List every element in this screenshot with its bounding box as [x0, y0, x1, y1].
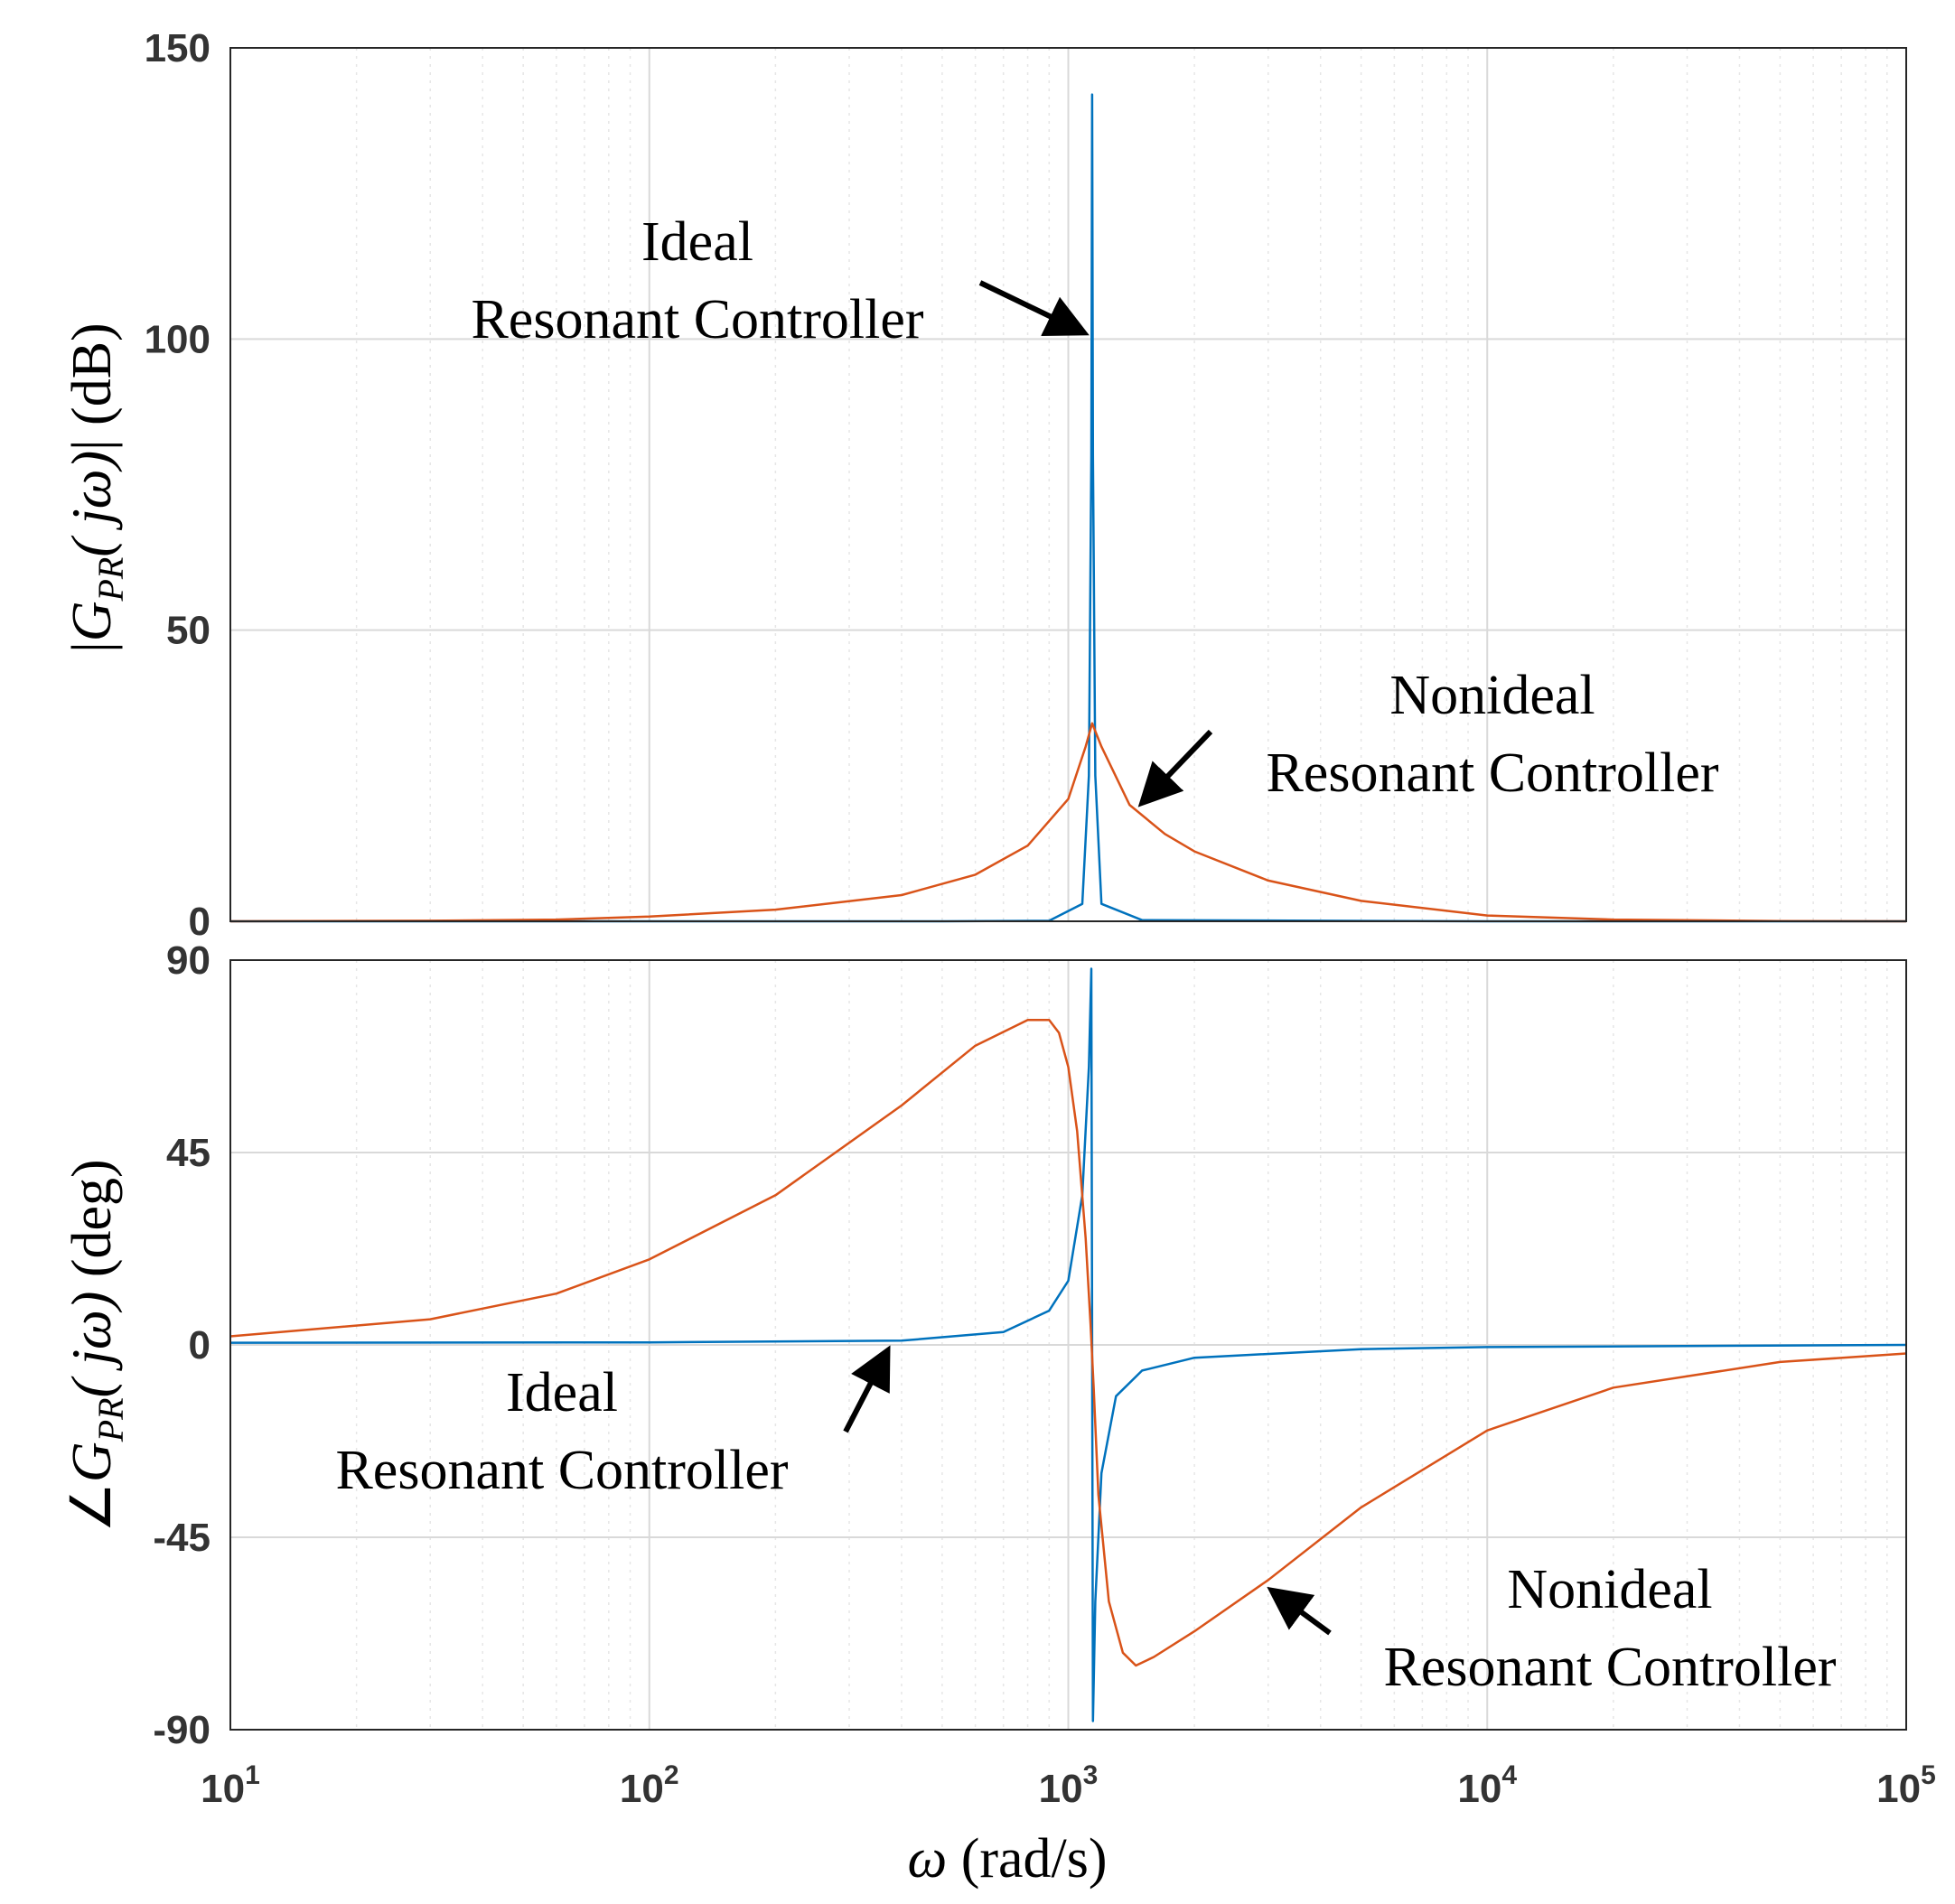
magnitude-ytick-label: 150 — [145, 26, 210, 70]
magnitude-ytick-label: 100 — [145, 317, 210, 361]
phase-ytick-label: -45 — [153, 1516, 210, 1560]
phase-ylabel: ∠GPR( jω) (deg) — [61, 1159, 131, 1532]
phase-nonideal-line — [229, 1019, 1907, 1667]
phase-panel: -90 -45 0 45 90 101 102 103 104 105 ∠GPR( jω) (d… — [61, 938, 1936, 1890]
magnitude-ytick-label: 0 — [189, 900, 210, 944]
phase-xtick-label: 103 — [1039, 1760, 1099, 1811]
annotation-text-line: Ideal — [506, 1362, 618, 1423]
phase-xtick-labels: 101 102 103 104 105 — [201, 1760, 1936, 1811]
annotation-text-line: Resonant Controller — [471, 289, 923, 350]
phase-xtick-label: 102 — [620, 1760, 679, 1811]
magnitude-axes-frame — [229, 47, 1907, 922]
magnitude-nonideal-line — [229, 722, 1907, 923]
annotation-text-line: Resonant Controller — [335, 1440, 788, 1501]
magnitude-annotation-nonideal: Nonideal Resonant Controller — [1137, 665, 1719, 807]
phase-xtick-label: 104 — [1457, 1760, 1517, 1811]
phase-ytick-labels: -90 -45 0 45 90 — [153, 938, 210, 1752]
magnitude-panel: 0 50 100 150 |GPR( jω)| (dB) Ideal Resonant… — [61, 26, 1907, 944]
annotation-text-line: Resonant Controller — [1383, 1637, 1836, 1698]
phase-ytick-label: 0 — [189, 1323, 210, 1367]
annotation-arrow — [843, 1345, 891, 1433]
annotation-text-line: Nonideal — [1389, 665, 1595, 726]
phase-curves — [229, 967, 1907, 1722]
annotation-text-line: Resonant Controller — [1266, 742, 1718, 804]
phase-ytick-label: 90 — [166, 938, 210, 983]
magnitude-ytick-label: 50 — [166, 609, 210, 653]
annotation-text-line: Ideal — [641, 211, 753, 273]
phase-axes-frame — [229, 959, 1907, 1731]
magnitude-ylabel: |GPR( jω)| (dB) — [61, 322, 131, 652]
annotation-text-line: Nonideal — [1507, 1559, 1712, 1620]
magnitude-annotation-ideal: Ideal Resonant Controller — [471, 211, 1090, 350]
phase-annotation-nonideal: Nonideal Resonant Controller — [1267, 1559, 1837, 1698]
annotation-arrow — [1137, 729, 1213, 807]
phase-xtick-label: 105 — [1876, 1760, 1936, 1811]
annotation-arrow — [1267, 1586, 1332, 1636]
phase-annotation-ideal: Ideal Resonant Controller — [335, 1345, 891, 1501]
phase-xlabel: ω (rad/s) — [907, 1828, 1107, 1890]
phase-ytick-label: 45 — [166, 1131, 210, 1175]
phase-xtick-label: 101 — [201, 1760, 260, 1811]
phase-ytick-label: -90 — [153, 1708, 210, 1752]
magnitude-ytick-labels: 0 50 100 150 — [145, 26, 210, 944]
annotation-arrow — [978, 280, 1090, 336]
